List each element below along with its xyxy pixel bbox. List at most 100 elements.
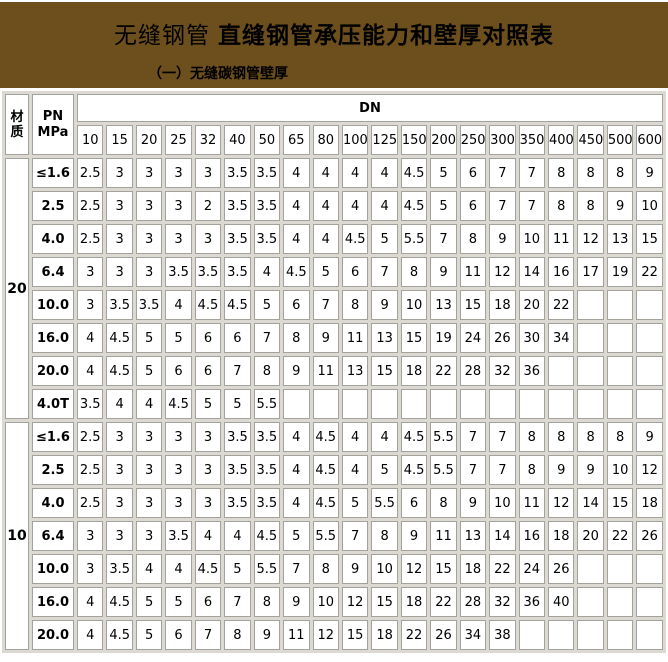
value-cell: 4: [283, 422, 310, 452]
dn-size-header: 25: [165, 125, 192, 155]
value-cell: 3: [194, 422, 222, 452]
value-cell: 9: [283, 587, 310, 617]
value-cell: 8: [606, 422, 634, 452]
value-cell: 22: [548, 290, 575, 320]
value-cell: 9: [636, 422, 663, 452]
value-cell: 6: [194, 356, 222, 386]
value-cell: 5.5: [253, 389, 281, 419]
value-cell: 3: [165, 158, 192, 188]
value-cell: 5.5: [430, 455, 457, 485]
value-cell: 6: [194, 587, 222, 617]
value-cell: 3: [135, 191, 163, 221]
value-cell: [606, 620, 634, 650]
title-banner: 无缝钢管 直缝钢管承压能力和壁厚对照表 （一）无缝碳钢管壁厚: [0, 2, 668, 88]
value-cell: [606, 389, 634, 419]
dn-size-header: 125: [371, 125, 398, 155]
dn-size-header: 450: [577, 125, 604, 155]
value-cell: [636, 356, 663, 386]
dn-size-header: 50: [253, 125, 281, 155]
value-cell: 26: [548, 554, 575, 584]
value-cell: 5: [165, 323, 192, 353]
pn-row-label: 16.0: [32, 587, 74, 617]
value-cell: 19: [606, 257, 634, 287]
value-cell: 8: [253, 587, 281, 617]
value-cell: 4: [283, 191, 310, 221]
value-cell: 8: [459, 224, 487, 254]
page-title-part1: 无缝钢管: [114, 23, 210, 49]
value-cell: 14: [518, 257, 545, 287]
value-cell: 20: [518, 290, 545, 320]
value-cell: 3.5: [253, 422, 281, 452]
value-cell: 22: [606, 521, 634, 551]
value-cell: 3: [165, 224, 192, 254]
pn-row-label: 20.0: [32, 356, 74, 386]
value-cell: 6: [224, 323, 251, 353]
value-cell: 12: [489, 257, 516, 287]
value-cell: [371, 389, 398, 419]
table-row: 10.0 3 3.5 4 4 4.5 5 5.5 7 8 9 10 12 15 18 22 24 26: [5, 554, 663, 584]
value-cell: 8: [577, 158, 604, 188]
value-cell: 4.5: [400, 455, 428, 485]
value-cell: 5: [430, 158, 457, 188]
value-cell: 9: [312, 323, 339, 353]
value-cell: 4.5: [400, 191, 428, 221]
value-cell: 3: [194, 488, 222, 518]
value-cell: [489, 389, 516, 419]
value-cell: 3.5: [224, 257, 251, 287]
value-cell: 5: [312, 257, 339, 287]
value-cell: 28: [459, 587, 487, 617]
value-cell: 6: [194, 323, 222, 353]
value-cell: 7: [459, 422, 487, 452]
value-cell: 3: [106, 191, 133, 221]
value-cell: 8: [430, 488, 457, 518]
value-cell: 28: [459, 356, 487, 386]
value-cell: [577, 323, 604, 353]
pn-row-label: 4.0: [32, 224, 74, 254]
value-cell: 11: [312, 356, 339, 386]
value-cell: [636, 554, 663, 584]
value-cell: 2.5: [77, 455, 104, 485]
value-cell: 4.5: [224, 290, 251, 320]
dn-size-header: 40: [224, 125, 251, 155]
value-cell: 7: [430, 224, 457, 254]
value-cell: 8: [253, 356, 281, 386]
pn-row-label: 10.0: [32, 290, 74, 320]
value-cell: 7: [489, 455, 516, 485]
page-title-part2: 直缝钢管承压能力和壁厚对照表: [218, 23, 554, 49]
wall-thickness-table: 材质 PN MPa DN 10 15 20 25 32 40 50 65 80 100 125 150 200 2…: [2, 91, 666, 653]
value-cell: 15: [459, 290, 487, 320]
dn-size-header: 200: [430, 125, 457, 155]
value-cell: 11: [459, 257, 487, 287]
value-cell: 5: [224, 389, 251, 419]
table-row: 16.0 4 4.5 5 5 6 7 8 9 10 12 15 18 22 28 32 36 40: [5, 587, 663, 617]
dn-size-header: 600: [636, 125, 663, 155]
value-cell: 32: [489, 587, 516, 617]
value-cell: 12: [312, 620, 339, 650]
value-cell: 14: [577, 488, 604, 518]
value-cell: 3: [135, 422, 163, 452]
value-cell: 3.5: [253, 191, 281, 221]
value-cell: 5: [135, 587, 163, 617]
value-cell: 3: [106, 257, 133, 287]
value-cell: 4: [165, 290, 192, 320]
value-cell: 4: [341, 422, 369, 452]
value-cell: 7: [194, 620, 222, 650]
value-cell: 3.5: [77, 389, 104, 419]
dn-size-header: 250: [459, 125, 487, 155]
value-cell: 8: [577, 191, 604, 221]
value-cell: 18: [371, 620, 398, 650]
value-cell: 12: [548, 488, 575, 518]
value-cell: 18: [489, 290, 516, 320]
value-cell: 3.5: [106, 290, 133, 320]
value-cell: 5: [253, 290, 281, 320]
value-cell: 5.5: [400, 224, 428, 254]
value-cell: 10: [489, 488, 516, 518]
dn-size-header: 10: [77, 125, 104, 155]
table-row: 10.0 3 3.5 3.5 4 4.5 4.5 5 6 7 8 9 10 13 15 18 20 22: [5, 290, 663, 320]
value-cell: 4.5: [106, 323, 133, 353]
value-cell: 12: [636, 455, 663, 485]
value-cell: 3: [165, 455, 192, 485]
value-cell: 19: [430, 323, 457, 353]
value-cell: 3: [106, 422, 133, 452]
value-cell: 4: [224, 521, 251, 551]
